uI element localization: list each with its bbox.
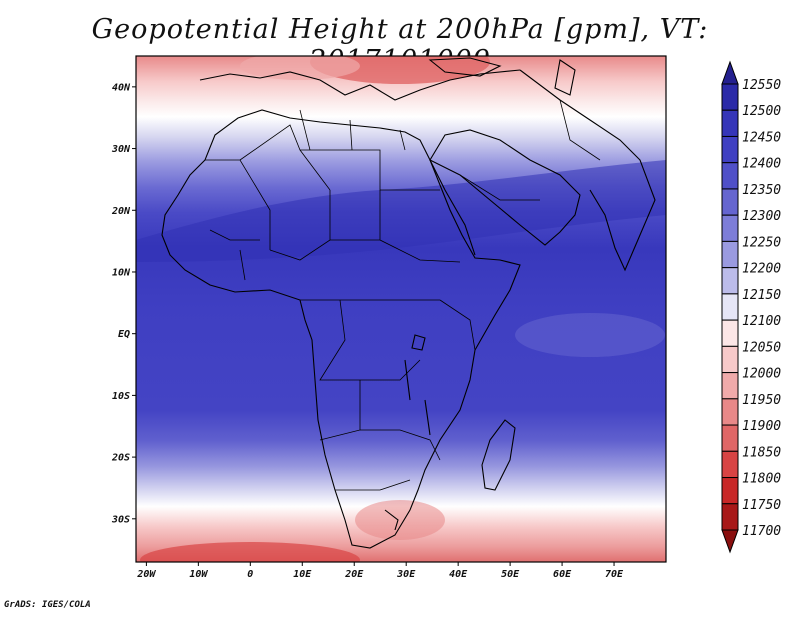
colorbar-label: 12400 bbox=[742, 157, 781, 172]
country-borders bbox=[205, 99, 601, 491]
height-field bbox=[136, 56, 666, 562]
colorbar-swatch bbox=[721, 109, 739, 137]
colorbar-swatch bbox=[721, 293, 739, 321]
colorbar-bottom-arrow bbox=[721, 529, 739, 554]
lat-label: 10S bbox=[112, 391, 130, 402]
lon-label: 10W bbox=[189, 569, 208, 580]
lat-label: 30S bbox=[111, 514, 130, 525]
colorbar-swatch bbox=[721, 83, 739, 111]
colorbar-label: 12500 bbox=[742, 104, 781, 119]
colorbar-label: 11750 bbox=[742, 498, 781, 513]
coastlines bbox=[161, 57, 656, 549]
colorbar-swatch bbox=[721, 503, 739, 531]
colorbar-label: 11850 bbox=[742, 445, 781, 460]
colorbar-label: 12200 bbox=[742, 262, 781, 277]
colorbar-label: 11800 bbox=[742, 472, 781, 487]
colorbar-label: 11900 bbox=[742, 419, 781, 434]
map-border bbox=[135, 55, 667, 563]
colorbar-swatch bbox=[721, 240, 739, 269]
latitude-axis: 40N 30N 20N 10N EQ 10S 20S 30S bbox=[111, 82, 136, 525]
colorbar: 12550 12500 12450 12400 12350 12300 12250 12200… bbox=[721, 60, 781, 554]
colorbar-label: 12450 bbox=[742, 130, 781, 145]
colorbar-swatch bbox=[721, 345, 739, 374]
colorbar-swatch bbox=[721, 214, 739, 242]
lon-label: 30E bbox=[396, 569, 416, 580]
lat-label: 40N bbox=[112, 82, 131, 93]
colorbar-label: 12100 bbox=[742, 314, 781, 329]
lon-label: 10E bbox=[293, 569, 312, 580]
lat-label: 30N bbox=[111, 144, 131, 155]
colorbar-label: 11950 bbox=[742, 393, 781, 408]
colorbar-swatch bbox=[721, 450, 739, 479]
lon-label: 70E bbox=[605, 569, 624, 580]
credit-text: GrADS: IGES/COLA bbox=[4, 600, 91, 610]
colorbar-label: 12000 bbox=[742, 367, 781, 382]
colorbar-swatch bbox=[721, 319, 739, 347]
longitude-axis: 20W 10W 0 10E 20E 30E 40E 50E 60E 70E bbox=[136, 562, 624, 580]
colorbar-swatch bbox=[721, 424, 739, 452]
lat-label: 10N bbox=[112, 267, 131, 278]
colorbar-swatch bbox=[721, 135, 739, 164]
lon-label: 40E bbox=[449, 569, 468, 580]
colorbar-label: 12300 bbox=[742, 209, 781, 224]
colorbar-label: 12350 bbox=[742, 183, 781, 198]
colorbar-label: 12250 bbox=[742, 235, 781, 250]
lon-label: 50E bbox=[501, 569, 520, 580]
colorbar-swatch bbox=[721, 372, 739, 400]
lon-label: 20E bbox=[344, 569, 364, 580]
colorbar-label: 12550 bbox=[742, 78, 781, 93]
colorbar-label: 12050 bbox=[742, 340, 781, 355]
colorbar-swatch bbox=[721, 477, 739, 505]
colorbar-swatch bbox=[721, 162, 739, 190]
lon-label: 20W bbox=[136, 569, 156, 580]
colorbar-swatch bbox=[721, 398, 739, 426]
lat-label: 20S bbox=[111, 453, 130, 464]
lat-label: 20N bbox=[111, 206, 131, 217]
colorbar-label: 11700 bbox=[742, 524, 781, 539]
lat-label: EQ bbox=[118, 329, 130, 340]
colorbar-top-arrow bbox=[721, 60, 739, 85]
colorbar-swatch bbox=[721, 267, 739, 295]
lon-label: 0 bbox=[247, 569, 253, 580]
colorbar-swatch bbox=[721, 188, 739, 216]
lon-label: 60E bbox=[553, 569, 572, 580]
colorbar-label: 12150 bbox=[742, 288, 781, 303]
